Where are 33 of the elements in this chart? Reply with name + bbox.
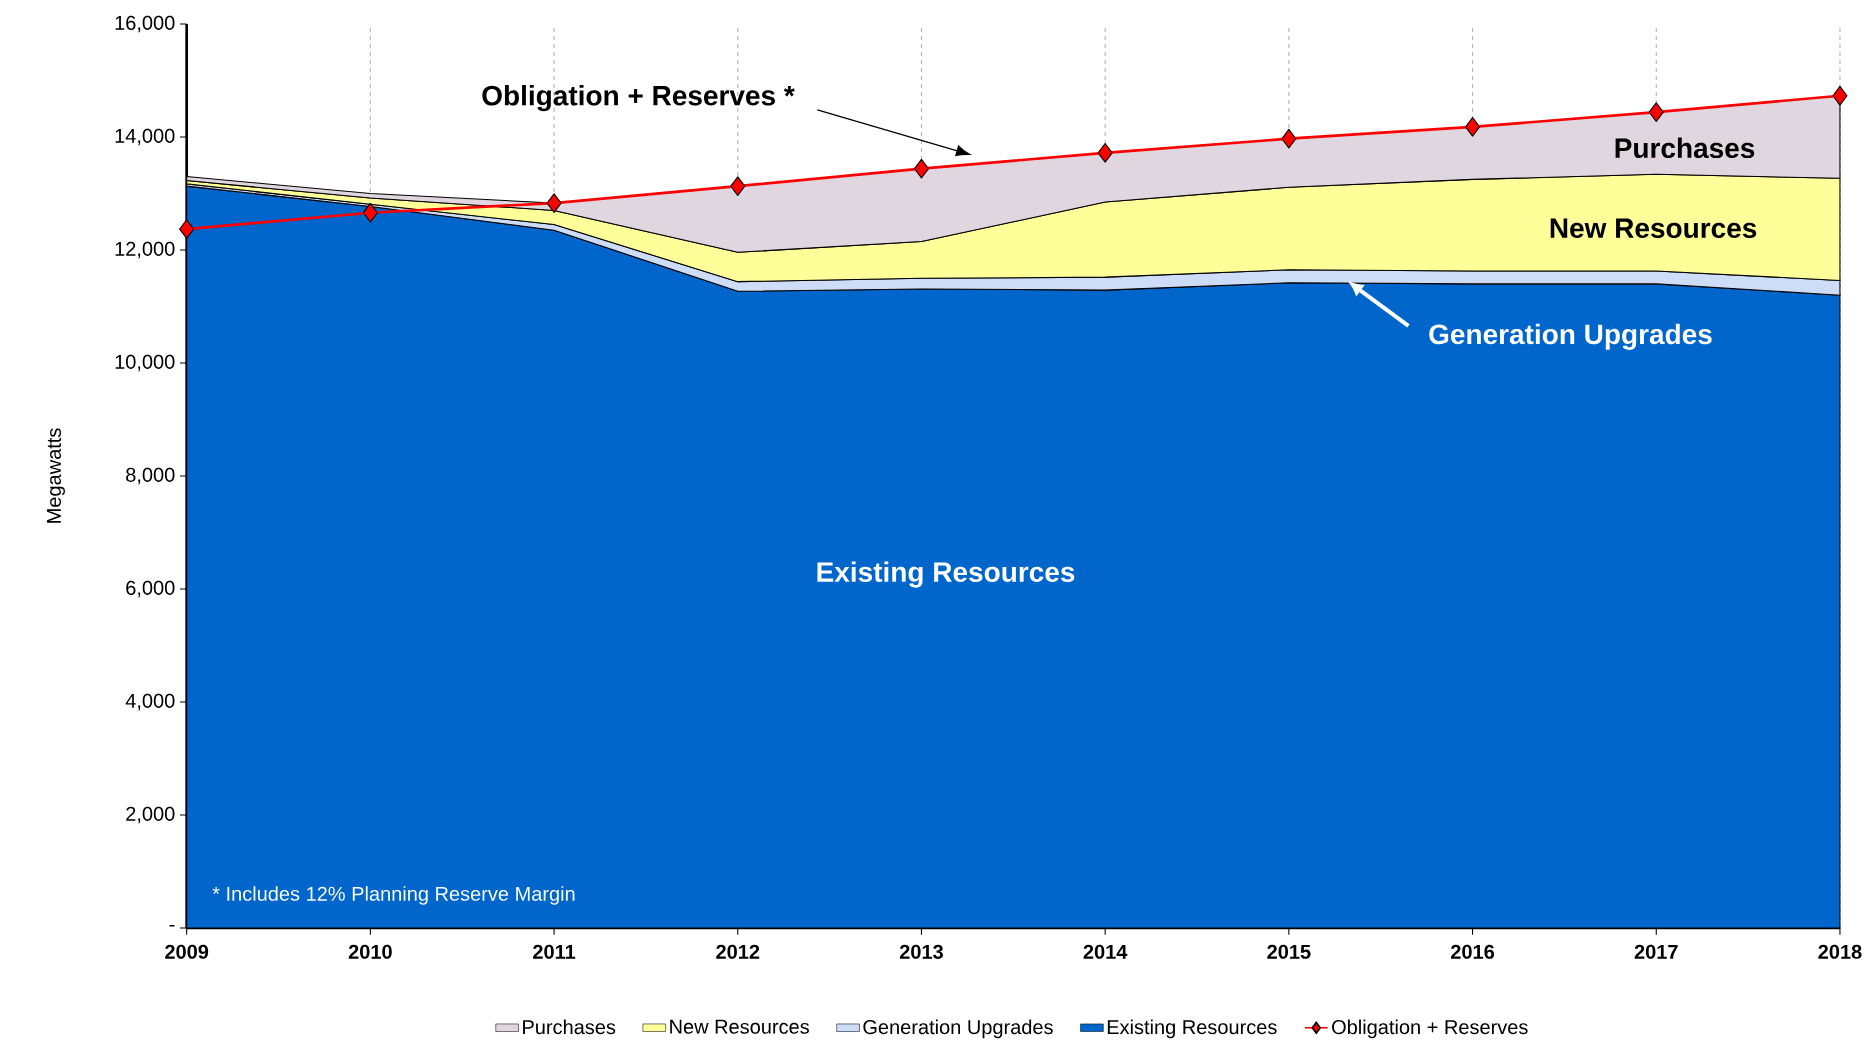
y-tick-label: 12,000 (115, 241, 175, 259)
y-tick-label: 14,000 (115, 128, 175, 146)
x-tick-label: 2010 (348, 944, 392, 959)
annotation: Purchases (1615, 137, 1755, 159)
y-axis-title: Megawatts (47, 428, 65, 523)
point (1832, 85, 1848, 106)
x-tick-label: 2014 (1083, 944, 1128, 959)
x-tick-label: 2018 (1818, 944, 1862, 959)
y-tick-label: 4,000 (125, 693, 175, 711)
point (1465, 116, 1481, 137)
annotation: Obligation + Reserves * (482, 85, 795, 112)
x-tick-label: 2012 (716, 944, 760, 959)
y-tick-label: 16,000 (115, 15, 175, 33)
legend-label: New Resources (670, 1019, 809, 1034)
y-tick-label: 6,000 (126, 580, 175, 598)
y-tick-label: 10,000 (115, 354, 175, 372)
legend-label: Generation Upgrades (863, 1019, 1053, 1039)
x-tick-label: 2009 (165, 944, 209, 959)
point (1648, 102, 1664, 123)
x-tick-label: 2013 (899, 944, 943, 959)
y-tick-label: 8,000 (126, 467, 175, 485)
legend-label: Purchases (523, 1019, 616, 1035)
legend-label: Obligation + Reserves (1332, 1019, 1528, 1039)
x-tick-label: 2011 (533, 944, 576, 959)
y-tick-label: 2,000 (126, 806, 175, 824)
point (1281, 128, 1297, 149)
x-tick-label: 2015 (1267, 944, 1311, 959)
x-tick-label: 2016 (1451, 944, 1495, 959)
y-tick-label: - (169, 924, 175, 927)
x-tick-label: 2017 (1634, 944, 1678, 959)
point (913, 158, 929, 179)
point (1097, 142, 1113, 163)
legend-label: Existing Resources (1107, 1019, 1277, 1039)
